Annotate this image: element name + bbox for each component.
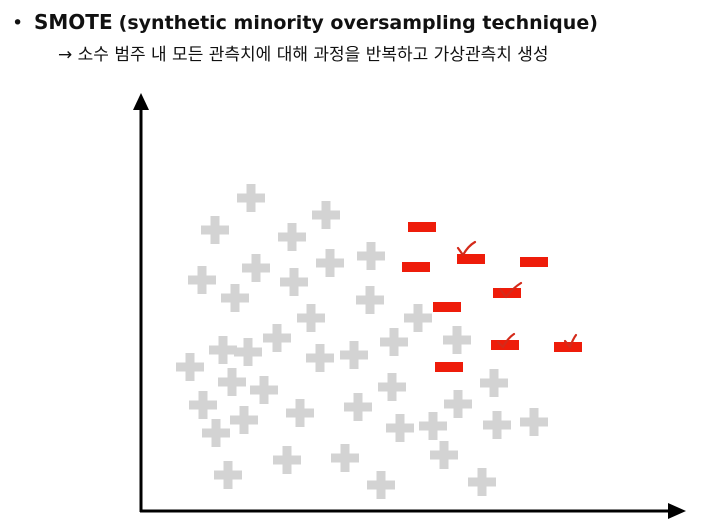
- minority-minus-point: [433, 302, 461, 312]
- minority-class-points: [402, 222, 582, 372]
- majority-plus-point: [357, 242, 385, 270]
- majority-plus-point: [444, 390, 472, 418]
- x-axis-arrowhead: [668, 503, 686, 519]
- synthetic-check-icon: [456, 240, 477, 257]
- majority-plus-point: [280, 268, 308, 296]
- majority-plus-point: [312, 201, 340, 229]
- majority-plus-point: [367, 471, 395, 499]
- minority-minus-point: [493, 288, 521, 298]
- majority-plus-point: [188, 266, 216, 294]
- synthetic-check-icon: [496, 332, 516, 349]
- majority-plus-point: [331, 444, 359, 472]
- synthetic-check-icon: [498, 281, 523, 299]
- majority-plus-point: [443, 326, 471, 354]
- majority-plus-point: [297, 304, 325, 332]
- majority-plus-point: [189, 391, 217, 419]
- majority-plus-point: [263, 324, 291, 352]
- majority-plus-point: [520, 408, 548, 436]
- title-bold: SMOTE: [34, 10, 113, 34]
- majority-plus-point: [404, 304, 432, 332]
- majority-plus-point: [356, 286, 384, 314]
- minority-minus-point: [435, 362, 463, 372]
- majority-plus-point: [202, 419, 230, 447]
- majority-plus-point: [214, 461, 242, 489]
- minority-minus-point: [408, 222, 436, 232]
- majority-plus-point: [306, 344, 334, 372]
- majority-plus-point: [386, 414, 414, 442]
- minority-minus-point: [520, 257, 548, 267]
- majority-plus-point: [278, 223, 306, 251]
- majority-plus-point: [468, 468, 496, 496]
- minority-minus-point: [457, 254, 485, 264]
- majority-plus-point: [209, 336, 237, 364]
- majority-plus-point: [201, 216, 229, 244]
- majority-plus-point: [242, 254, 270, 282]
- minority-minus-point: [402, 262, 430, 272]
- majority-plus-point: [378, 373, 406, 401]
- majority-plus-point: [250, 376, 278, 404]
- y-axis-arrowhead: [133, 93, 149, 110]
- majority-class-points: [176, 184, 548, 499]
- majority-plus-point: [480, 369, 508, 397]
- majority-plus-point: [340, 341, 368, 369]
- majority-plus-point: [419, 412, 447, 440]
- slide-subtitle: → 소수 범주 내 모든 관측치에 대해 과정을 반복하고 가상관측치 생성: [58, 45, 549, 65]
- majority-plus-point: [176, 353, 204, 381]
- majority-plus-point: [237, 184, 265, 212]
- majority-plus-point: [286, 399, 314, 427]
- synthetic-sample-marks: [456, 240, 578, 349]
- majority-plus-point: [221, 284, 249, 312]
- majority-plus-point: [234, 338, 262, 366]
- synthetic-check-icon: [563, 333, 578, 349]
- majority-plus-point: [380, 328, 408, 356]
- majority-plus-point: [316, 249, 344, 277]
- minority-minus-point: [554, 342, 582, 352]
- title-parenthetical: (synthetic minority oversampling techniq…: [118, 12, 598, 34]
- bullet-icon: •: [12, 12, 24, 34]
- majority-plus-point: [230, 406, 258, 434]
- axes: [133, 93, 686, 519]
- majority-plus-point: [430, 441, 458, 469]
- majority-plus-point: [344, 393, 372, 421]
- slide-title: • SMOTE (synthetic minority oversampling …: [12, 10, 598, 34]
- majority-plus-point: [483, 411, 511, 439]
- majority-plus-point: [273, 446, 301, 474]
- majority-plus-point: [218, 368, 246, 396]
